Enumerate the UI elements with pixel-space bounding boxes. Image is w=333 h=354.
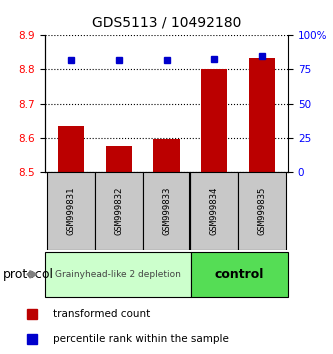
- Text: GDS5113 / 10492180: GDS5113 / 10492180: [92, 16, 241, 30]
- Text: protocol: protocol: [3, 268, 54, 281]
- Bar: [190, 172, 238, 250]
- Text: GSM999833: GSM999833: [162, 187, 171, 235]
- Bar: [95, 172, 143, 250]
- Text: GSM999832: GSM999832: [114, 187, 123, 235]
- Text: percentile rank within the sample: percentile rank within the sample: [53, 333, 228, 344]
- Text: GSM999831: GSM999831: [67, 187, 76, 235]
- Bar: [58, 126, 84, 172]
- Bar: [45, 252, 191, 297]
- Text: Grainyhead-like 2 depletion: Grainyhead-like 2 depletion: [55, 270, 181, 279]
- Bar: [201, 69, 227, 172]
- Text: GSM999835: GSM999835: [257, 187, 266, 235]
- Bar: [191, 252, 288, 297]
- Bar: [143, 172, 190, 250]
- Text: control: control: [215, 268, 264, 281]
- Bar: [47, 172, 95, 250]
- Text: GSM999834: GSM999834: [210, 187, 219, 235]
- Text: transformed count: transformed count: [53, 309, 150, 320]
- Bar: [154, 139, 179, 172]
- Bar: [106, 146, 132, 172]
- Bar: [249, 58, 275, 172]
- Bar: [238, 172, 286, 250]
